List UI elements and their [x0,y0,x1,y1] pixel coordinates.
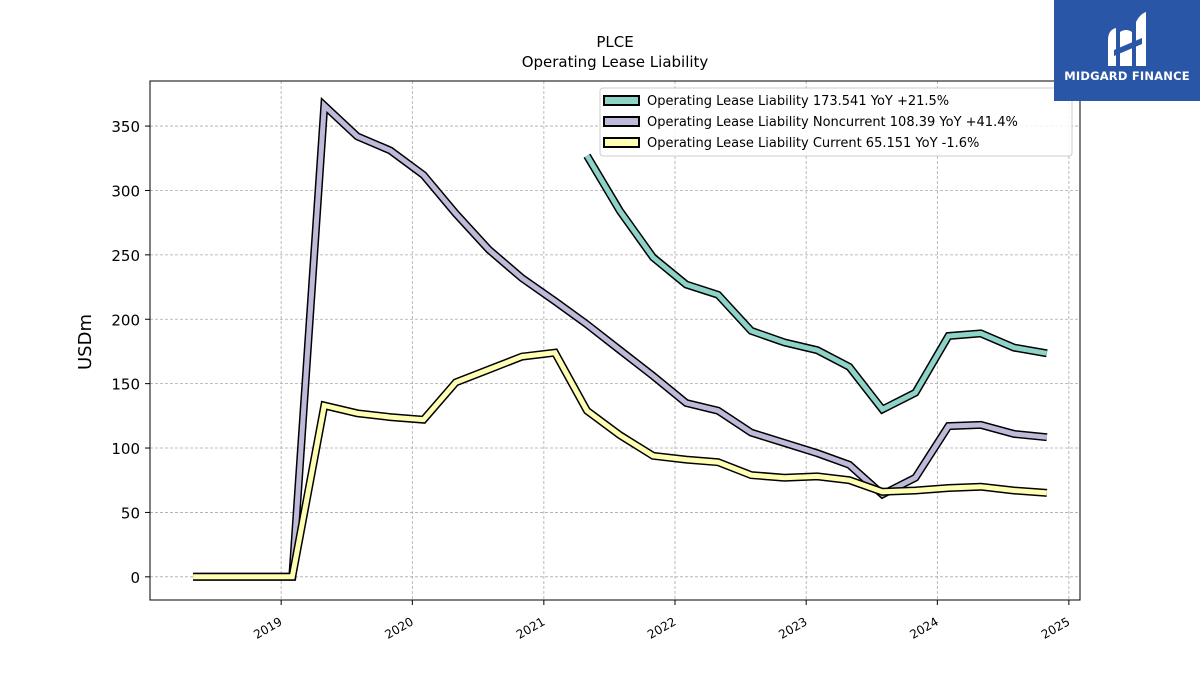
y-tick-label: 300 [111,182,140,200]
legend-label: Operating Lease Liability Noncurrent 108… [647,115,1018,130]
grid [150,81,1080,600]
y-tick-label: 150 [111,376,140,394]
x-tick-label: 2024 [907,614,940,641]
series-lines [193,96,1048,581]
y-axis-label: USDm [75,314,96,370]
y-tick-label: 200 [111,311,140,329]
chart-title: PLCE [596,33,633,51]
legend-label: Operating Lease Liability Current 65.151… [647,136,979,151]
series-1-outline [583,153,1048,415]
legend-box [599,87,1073,157]
legend-swatch [603,137,640,148]
y-tick-label: 250 [111,247,140,265]
legend-swatch [603,116,640,127]
y-axis: 0 50 100 150 200 250 300 350 [111,118,150,587]
y-tick-label: 0 [130,569,140,587]
brand-logo: MIDGARD FINANCE [1054,0,1200,101]
x-tick-label: 2022 [645,614,678,641]
x-tick-label: 2025 [1039,614,1072,641]
legend: Operating Lease Liability 173.541 YoY +2… [599,87,1073,157]
chart-subtitle: Operating Lease Liability [522,53,709,71]
brand-name: MIDGARD FINANCE [1064,69,1190,83]
plot-frame [149,80,1081,601]
x-tick-label: 2020 [382,614,415,641]
y-tick-label: 350 [111,118,140,136]
series-2-line [193,100,1048,580]
series-1-line [584,154,1048,413]
y-tick-label: 100 [111,440,140,458]
x-axis: 2019 2020 2021 2022 2023 2024 2025 [251,600,1072,642]
y-tick-label: 50 [121,504,140,522]
legend-swatch [603,95,640,106]
series-3-line [193,350,1048,580]
x-tick-label: 2019 [251,614,284,641]
legend-label: Operating Lease Liability 173.541 YoY +2… [647,94,949,109]
midgard-logo-icon [1108,12,1146,66]
x-tick-label: 2021 [514,614,547,641]
x-tick-label: 2023 [776,614,809,641]
